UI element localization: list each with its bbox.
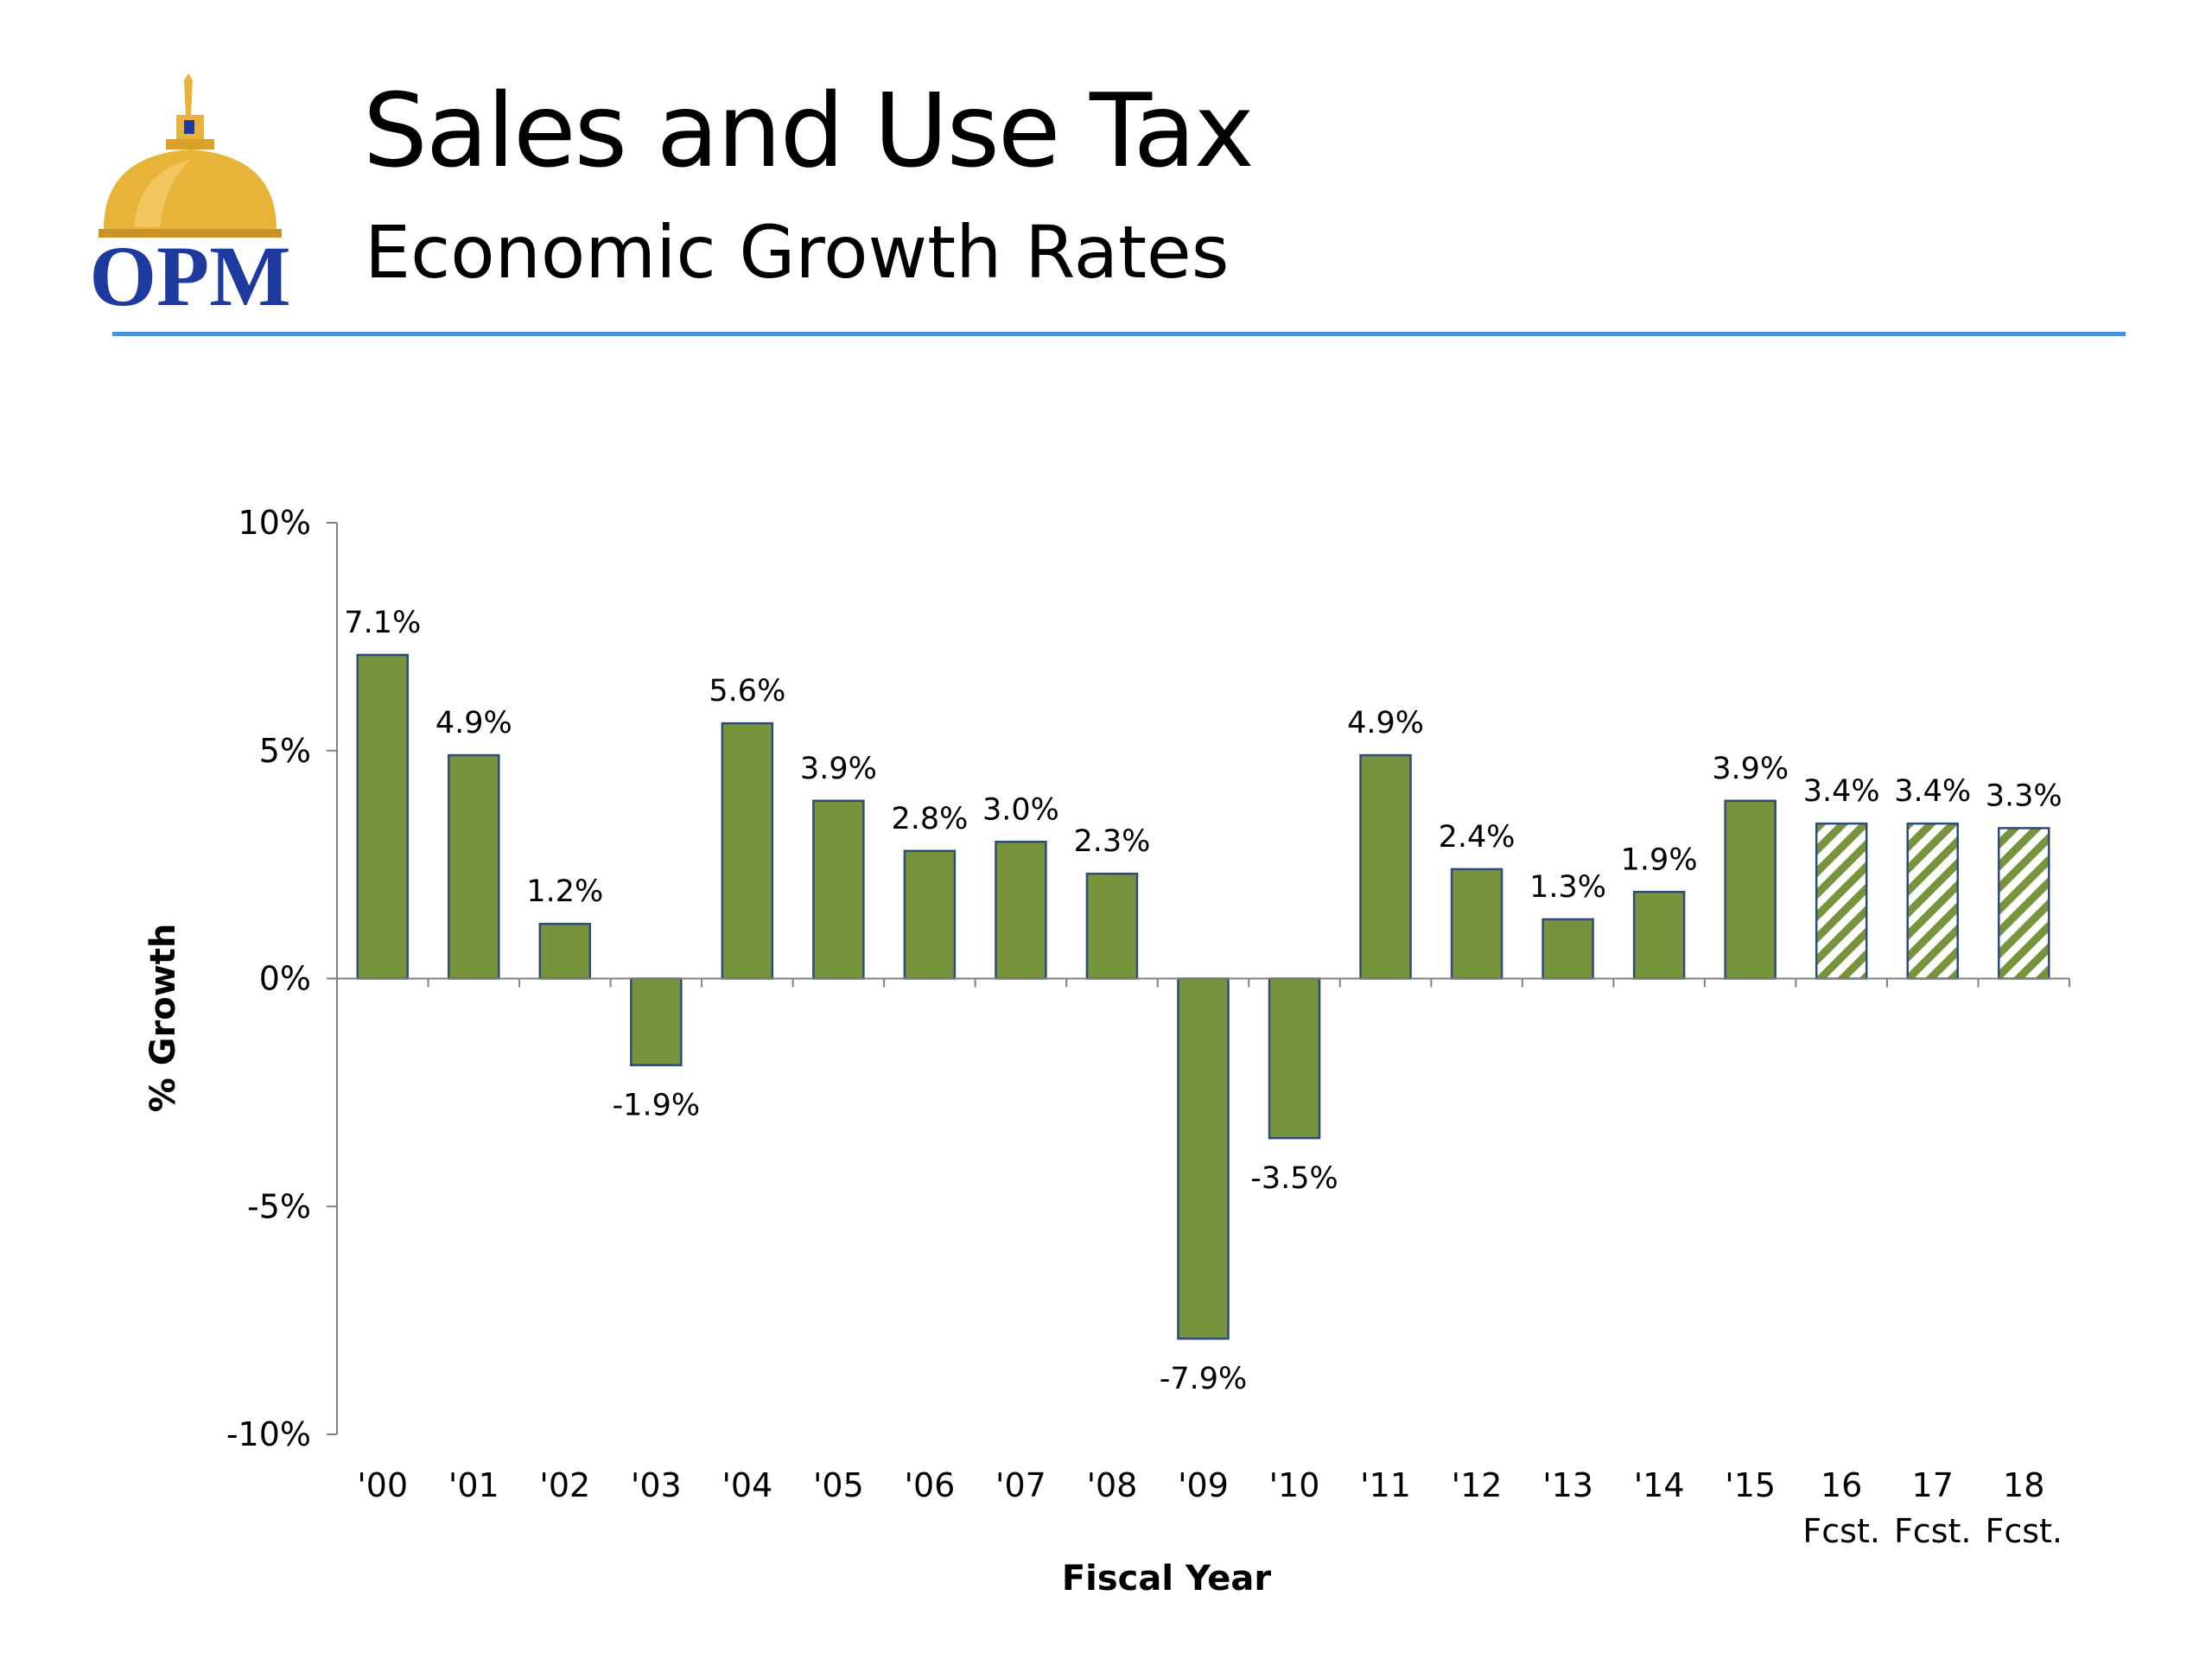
bar [1177,977,1230,1340]
x-tick-label: '00 [357,1466,408,1504]
y-tick-label: 0% [259,960,311,998]
forecast-bar [1815,822,1868,980]
x-tick-label: '09 [1178,1466,1229,1504]
data-label: 2.8% [891,802,968,836]
data-label: 3.0% [982,792,1059,827]
x-tick-label: '11 [1360,1466,1411,1504]
x-tick-label: '12 [1452,1466,1503,1504]
logo-lantern-window [184,120,194,134]
bar [812,799,865,980]
x-tick-label: '08 [1087,1466,1138,1504]
data-label: 2.3% [1074,824,1151,859]
data-label: 3.4% [1894,774,1971,809]
y-axis: 10% 5% 0% -5% -10% [226,504,338,1453]
data-label: 3.9% [800,752,877,786]
x-tick-label: '02 [539,1466,590,1504]
x-axis-title: Fiscal Year [1062,1559,1272,1599]
x-tick-label: '14 [1634,1466,1685,1504]
bar [448,753,500,980]
data-label: -1.9% [613,1089,701,1123]
x-tick-label: '04 [721,1466,772,1504]
data-label: 1.2% [526,874,603,909]
slide-header: OPM Sales and Use Tax Economic Growth Ra… [0,0,2212,346]
bar [1268,977,1321,1140]
bar [1632,891,1686,980]
slide-title: Sales and Use Tax [363,71,1255,190]
bar [1359,753,1412,980]
x-tick-label: '07 [995,1466,1046,1504]
opm-capitol-dome-logo: OPM [89,73,291,315]
bar [1085,872,1139,980]
slide-subtitle: Economic Growth Rates [365,210,1230,295]
x-tick-label: 16 [1821,1466,1862,1504]
bar [538,922,592,980]
data-label: 5.6% [709,674,785,709]
data-label: 4.9% [1347,706,1424,741]
data-label: 4.9% [435,706,512,741]
bar [1724,799,1777,980]
bar [356,653,410,980]
y-tick-label: 5% [259,732,311,770]
x-tick-label: '05 [813,1466,864,1504]
bar [995,841,1047,980]
forecast-bar [1906,822,1959,980]
data-label: 3.4% [1803,774,1880,809]
x-tick-label: '06 [905,1466,956,1504]
x-tick-label: 17 [1912,1466,1954,1504]
y-axis-title: % Growth [143,924,183,1113]
data-label: 7.1% [344,606,421,640]
bars [356,653,2050,1340]
data-label: 2.4% [1439,820,1516,855]
x-tick-label: '03 [631,1466,682,1504]
y-tick-label: -10% [226,1415,311,1453]
logo-text: OPM [89,228,290,315]
data-label: 3.9% [1712,752,1789,786]
logo-spire [184,73,193,115]
data-label: 1.9% [1621,842,1698,877]
x-tick-sublabel: Fcst. [1985,1512,2063,1550]
bar [1450,868,1503,980]
header-divider [112,332,2126,336]
x-tick-label: '10 [1269,1466,1320,1504]
data-label: -7.9% [1160,1362,1248,1396]
data-label: 3.3% [1986,779,2063,813]
data-labels: 7.1% 4.9% 1.2% -1.9% 5.6% 3.9% 2.8% 3.0% 2.3% -7.… [344,606,2062,1396]
x-tick-label: '13 [1542,1466,1593,1504]
forecast-bar [1997,827,2050,980]
data-label: -3.5% [1250,1161,1338,1196]
x-tick-sublabel: Fcst. [1802,1512,1880,1550]
bar [1541,918,1594,980]
x-tick-sublabel: Fcst. [1894,1512,1972,1550]
bar [630,977,683,1066]
x-tick-label: '15 [1725,1466,1776,1504]
x-tick-label: 18 [2003,1466,2044,1504]
bar [903,849,957,980]
x-tick-label: '01 [448,1466,499,1504]
data-label: 1.3% [1529,870,1606,905]
bar [721,721,774,980]
y-tick-label: 10% [238,504,311,542]
x-axis: '00 '01 '02 '03 '04 '05 '06 '07 '08 '09 '10 '11 '12 '… [336,977,2070,1550]
y-tick-label: -5% [247,1187,311,1225]
